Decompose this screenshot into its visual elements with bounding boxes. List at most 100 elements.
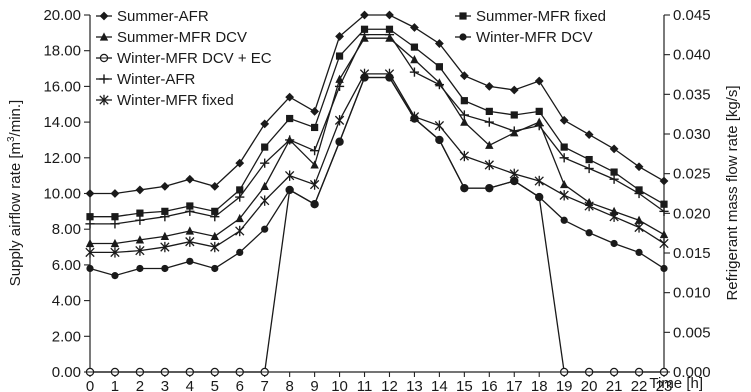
series-winter-mfr-fixed <box>85 68 669 258</box>
y-left-tick-label: 2.00 <box>52 328 81 345</box>
data-point-summer-mfr-dcv <box>85 238 95 248</box>
data-point-summer-mfr-dcv <box>460 117 469 126</box>
x-tick-label: 15 <box>456 378 473 392</box>
data-point-summer-mfr-fixed <box>186 202 194 210</box>
data-point-summer-mfr-fixed <box>510 111 518 119</box>
data-point-winter-mfr-dcv-ec <box>659 367 669 377</box>
data-point-summer-mfr-fixed <box>460 97 468 105</box>
y-left-tick-label: 6.00 <box>52 257 81 274</box>
data-point-summer-mfr-fixed <box>410 43 419 51</box>
data-point-summer-mfr-fixed <box>435 63 443 71</box>
y-right-tick-label: 0.025 <box>673 166 711 183</box>
data-point-summer-mfr-fixed <box>560 143 568 151</box>
data-point-summer-mfr-fixed <box>261 143 269 151</box>
y-right-tick-label: 0.030 <box>673 126 711 143</box>
data-point-winter-mfr-fixed <box>185 236 195 247</box>
data-point-summer-mfr-dcv <box>410 55 419 64</box>
legend-item-summer-mfr-dcv: Summer-MFR DCV <box>96 29 247 46</box>
data-point-winter-mfr-dcv <box>560 216 568 224</box>
data-point-winter-mfr-fixed <box>284 170 295 181</box>
data-point-summer-mfr-fixed <box>610 168 618 176</box>
data-point-winter-mfr-dcv <box>211 264 219 273</box>
data-point-summer-mfr-dcv <box>634 215 644 224</box>
y-axis-left-label-superscript: 3 <box>6 136 17 142</box>
data-point-winter-mfr-fixed <box>459 150 470 162</box>
data-point-winter-afr <box>409 67 420 77</box>
series-line-summer-mfr-dcv <box>90 37 665 245</box>
series-line-summer-afr <box>90 14 665 195</box>
series-line-winter-mfr-fixed <box>90 73 665 254</box>
y-right-tick-label: 0.020 <box>673 205 711 222</box>
data-point-winter-mfr-dcv-ec <box>260 367 269 377</box>
y-left-tick-label: 10.00 <box>43 186 81 203</box>
y-left-tick-label: 0.00 <box>52 364 81 381</box>
data-point-winter-mfr-dcv <box>360 73 369 82</box>
data-point-winter-mfr-fixed <box>484 159 494 171</box>
data-point-winter-mfr-dcv <box>385 73 394 82</box>
data-point-winter-mfr-fixed <box>235 225 245 237</box>
series-line-winter-afr <box>90 33 665 225</box>
data-point-summer-afr <box>509 85 519 95</box>
data-point-winter-mfr-fixed <box>534 175 544 187</box>
data-point-winter-mfr-fixed <box>584 200 594 212</box>
data-point-summer-afr <box>459 71 469 81</box>
y-axis-left-label-prefix: Supply airflow rate [m <box>7 142 24 286</box>
legend-item-winter-mfr-fixed: Winter-MFR fixed <box>96 92 234 109</box>
right-axis-ticks: 0.000 0.005 0.010 0.015 0.020 0.025 0.030 0.035… <box>664 7 711 381</box>
legend-item-winter-afr: Winter-AFR <box>96 71 196 88</box>
data-point-summer-mfr-dcv <box>185 226 195 235</box>
legend-item-summer-afr: Summer-AFR <box>96 8 209 25</box>
legend-item-winter-mfr-dcv: Winter-MFR DCV <box>455 29 593 46</box>
data-point-summer-afr <box>360 10 369 20</box>
data-point-summer-mfr-dcv <box>659 229 669 239</box>
data-point-summer-mfr-fixed <box>585 155 593 164</box>
data-point-winter-mfr-dcv <box>261 225 269 233</box>
y-left-tick-label: 20.00 <box>43 7 81 24</box>
data-point-winter-mfr-dcv <box>410 114 419 123</box>
data-point-summer-mfr-dcv <box>559 179 569 189</box>
data-point-winter-mfr-dcv <box>186 257 194 265</box>
data-point-winter-mfr-dcv <box>111 272 119 280</box>
data-point-summer-mfr-fixed <box>86 213 94 221</box>
data-point-summer-afr <box>434 39 444 48</box>
data-point-winter-mfr-dcv <box>460 184 468 192</box>
x-tick-label: 19 <box>556 378 573 392</box>
x-tick-label: 16 <box>481 378 498 392</box>
data-point-winter-afr <box>260 158 270 168</box>
x-tick-label: 12 <box>381 378 398 392</box>
data-point-winter-mfr-dcv <box>635 248 643 257</box>
x-tick-label: 21 <box>606 378 623 392</box>
legend-marker-winter-mfr-dcv-ec <box>99 53 109 63</box>
legend-label-summer-afr: Summer-AFR <box>117 8 209 25</box>
legend-marker-winter-mfr-fixed <box>99 94 109 106</box>
data-point-winter-mfr-dcv <box>435 136 443 144</box>
data-point-winter-mfr-dcv <box>86 264 94 273</box>
x-tick-label: 23 <box>656 378 673 392</box>
data-point-winter-mfr-dcv <box>286 186 294 194</box>
data-point-winter-mfr-dcv-ec <box>185 367 195 377</box>
data-point-summer-afr <box>534 76 544 86</box>
x-tick-label: 0 <box>86 378 94 392</box>
data-point-summer-afr <box>160 181 170 191</box>
legend-label-winter-afr: Winter-AFR <box>117 71 196 88</box>
data-point-winter-afr <box>559 153 569 163</box>
data-point-winter-mfr-dcv-ec <box>135 367 145 377</box>
data-point-summer-mfr-dcv <box>260 181 269 190</box>
data-point-winter-afr <box>484 117 494 127</box>
data-point-winter-mfr-fixed <box>160 241 170 253</box>
y-right-tick-label: 0.010 <box>673 285 711 302</box>
y-axis-left-label-suffix: /min.] <box>7 100 24 137</box>
data-point-winter-mfr-dcv-ec <box>210 367 219 377</box>
data-point-winter-mfr-dcv <box>585 229 593 237</box>
data-point-winter-mfr-dcv <box>236 248 244 257</box>
x-tick-label: 10 <box>331 378 348 392</box>
data-point-winter-afr <box>285 135 295 145</box>
data-point-winter-afr <box>659 206 669 216</box>
data-point-winter-mfr-fixed <box>85 247 95 258</box>
y-right-tick-label: 0.000 <box>673 364 711 381</box>
legend-label-winter-mfr-dcv: Winter-MFR DCV <box>476 29 593 46</box>
series-line-winter-mfr-dcv-ec <box>90 76 664 373</box>
legend-right: Summer-MFR fixed Winter-MFR DCV <box>455 8 606 46</box>
legend-marker-summer-mfr-dcv <box>99 32 109 41</box>
